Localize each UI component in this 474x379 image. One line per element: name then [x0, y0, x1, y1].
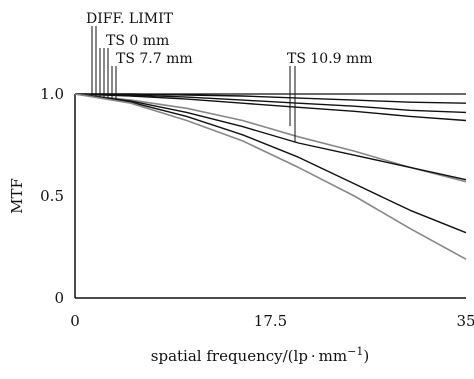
annotation-ts-0: TS 0 mm [106, 33, 169, 49]
x-tick-label: 17.5 [254, 312, 287, 330]
annotation-ts-7-7: TS 7.7 mm [116, 51, 193, 67]
series-line-ts-10-9-t [74, 93, 467, 260]
y-tick-label: 0 [54, 289, 64, 307]
x-tick-label: 0 [70, 312, 80, 330]
ticks-layer: 0 17.5 35 0 0.5 1.0 [40, 85, 474, 330]
y-tick-label: 1.0 [40, 85, 64, 103]
series-line-ts-7-7-s [74, 93, 467, 183]
annotation-diff-limit: DIFF. LIMIT [86, 11, 174, 27]
x-axis-title-main: spatial frequency/(lp · mm [151, 347, 347, 365]
annotation-leaders [91, 26, 296, 142]
series-line-ts-10-9-s [74, 93, 467, 234]
series-line-ts-0-t [74, 93, 467, 122]
x-axis-title-exponent: −1 [347, 345, 363, 358]
y-tick-label: 0.5 [40, 187, 64, 205]
y-axis-title: MTF [8, 178, 26, 214]
x-axis-title-close: ) [363, 347, 369, 365]
series-line-ts-7-7-t [74, 93, 467, 181]
series-line-ts-0-s [74, 93, 467, 114]
annotation-ts-10-9: TS 10.9 mm [287, 51, 373, 67]
series-layer [74, 93, 467, 260]
x-tick-label: 35 [456, 312, 474, 330]
x-axis-title: spatial frequency/(lp · mm−1) [151, 345, 369, 365]
series-line-diff-limit [75, 93, 467, 104]
